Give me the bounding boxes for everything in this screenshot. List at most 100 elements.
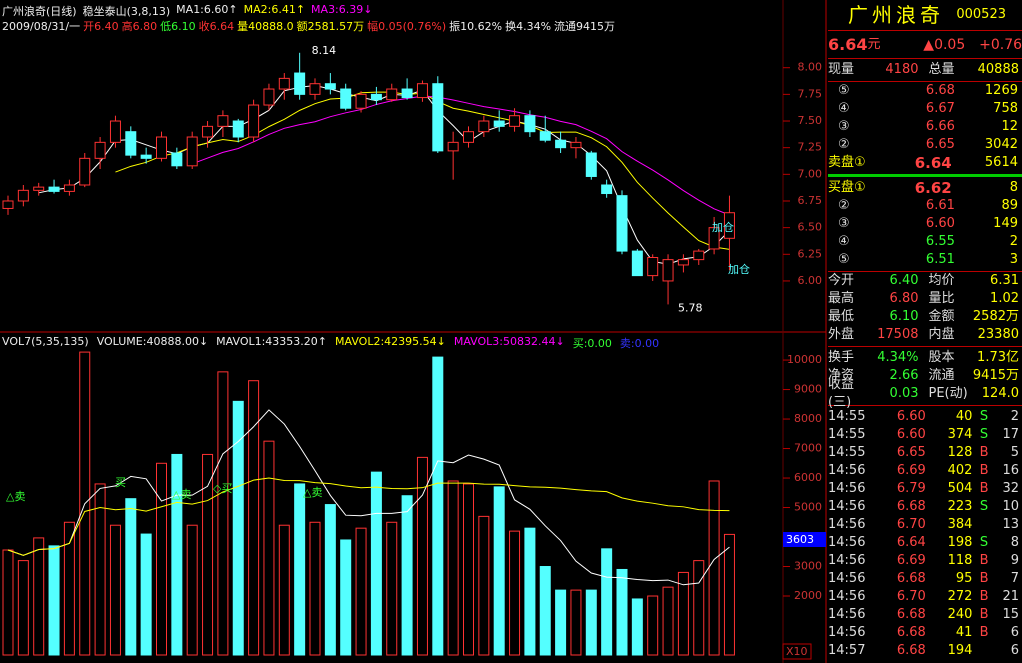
stat-row: 现量 4180 总量 40888 xyxy=(828,59,1022,82)
cell: ③ xyxy=(838,119,850,134)
candle-body xyxy=(186,136,198,167)
bar-info-item: 收6.64 xyxy=(198,20,235,33)
cell: 8 xyxy=(1009,180,1018,195)
trade-row: 14:55 6.60 40 S 2 xyxy=(828,408,1022,426)
y-tick-label: 8.00 xyxy=(798,61,823,74)
annotation: 加仓 xyxy=(728,262,750,276)
ma-label: MA1:6.60↑ xyxy=(176,3,238,16)
unit-box xyxy=(782,643,812,660)
candle-body xyxy=(370,93,382,101)
cell: 6.70 xyxy=(896,589,926,604)
cell: 272 xyxy=(947,589,973,604)
candle-body xyxy=(493,120,505,127)
candle-body xyxy=(447,141,459,152)
cell: 118 xyxy=(947,553,973,568)
cell: 32 xyxy=(1002,481,1019,496)
unit-label: X10 xyxy=(786,645,808,658)
cell: 124.0 xyxy=(981,386,1019,401)
cell: 流通 xyxy=(928,368,955,383)
cell: PE(动) xyxy=(928,386,968,401)
cell: 23380 xyxy=(977,327,1019,342)
y-tick-label: 3000 xyxy=(794,560,822,573)
change: ▲0.05 xyxy=(923,36,966,53)
trade-row: 14:57 6.68 194 6 xyxy=(828,642,1022,660)
cell: 10 xyxy=(1002,499,1019,514)
trade-row: 14:55 6.60 374 S 17 xyxy=(828,426,1022,444)
cell: 6 xyxy=(1010,643,1019,658)
cell: 5614 xyxy=(984,155,1018,170)
volume-bar xyxy=(539,566,551,656)
order-row: ② 6.65 3042 xyxy=(828,136,1022,154)
cell: 14:56 xyxy=(828,499,866,514)
signal-label: ◇买 xyxy=(213,482,232,495)
y-tick-label: 6000 xyxy=(794,471,822,484)
candle-body xyxy=(263,88,275,106)
price: 6.64 xyxy=(828,34,868,54)
bar-info-item: 低6.10 xyxy=(160,20,196,33)
candle-body xyxy=(324,83,336,90)
cell: 6.64 xyxy=(896,535,926,550)
ma-label: MA3:6.39↓ xyxy=(311,3,373,16)
cell: S xyxy=(979,499,989,514)
volume-bar xyxy=(278,524,290,656)
volume-bar xyxy=(370,471,382,656)
cell: B xyxy=(979,607,989,622)
separator xyxy=(828,346,1022,347)
candle-body xyxy=(585,152,597,177)
y-tick-label: 6.50 xyxy=(798,221,823,234)
volume-bar xyxy=(662,586,674,656)
cell: 6.68 xyxy=(896,643,926,658)
cell: 6.40 xyxy=(889,273,919,288)
volume-bar xyxy=(524,527,536,656)
ma-line xyxy=(7,409,730,586)
y-tick-label: 5000 xyxy=(794,501,822,514)
volume-bar xyxy=(17,560,29,656)
cell: 14:57 xyxy=(828,643,866,658)
bar-info-item: 换4.34% xyxy=(505,20,552,33)
cell: 总量 xyxy=(928,62,955,77)
cell: 2582万 xyxy=(972,309,1019,324)
candle-body xyxy=(140,154,152,159)
cell: 14:56 xyxy=(828,607,866,622)
separator xyxy=(828,174,1022,177)
trade-row: 14:56 6.68 41 B 6 xyxy=(828,624,1022,642)
volume-bar xyxy=(248,380,260,656)
candle-body xyxy=(79,157,91,186)
cell: 6.80 xyxy=(889,291,919,306)
volume-info: VOL7(5,35,135) VOLUME:40888.00↓ MAVOL1:433… xyxy=(2,335,659,351)
price-info: 广州浪奇(日线) 稳坐泰山(3,8,13) MA1:6.60↑ MA2:6.41… xyxy=(2,3,372,19)
unit: 元 xyxy=(867,36,881,52)
cell: 14:55 xyxy=(828,445,866,460)
volume-bar xyxy=(723,533,735,656)
cell: 194 xyxy=(947,643,973,658)
candle-body xyxy=(278,77,290,90)
volume-bar xyxy=(355,527,367,656)
vol-info-item: VOLUME:40888.00↓ xyxy=(96,335,209,348)
cell: 17 xyxy=(1002,427,1019,442)
volume-bar xyxy=(447,480,459,656)
volume-bar xyxy=(232,400,244,656)
volume-bar xyxy=(432,356,444,656)
volume-bar xyxy=(493,486,505,656)
candle-body xyxy=(647,256,659,277)
cell: 149 xyxy=(993,216,1018,231)
volume-bar xyxy=(48,545,60,656)
cell: 量比 xyxy=(928,291,955,306)
cell: 223 xyxy=(947,499,973,514)
cell: 6.68 xyxy=(896,625,926,640)
candle-body xyxy=(33,186,45,191)
candle-body xyxy=(248,104,260,138)
order-row: ⑤ 6.51 3 xyxy=(828,251,1022,269)
volume-bar xyxy=(463,483,474,656)
y-tick-label: 7000 xyxy=(794,442,822,455)
cell: 内盘 xyxy=(928,327,955,342)
candle-body xyxy=(723,212,735,239)
cell: 最高 xyxy=(828,291,855,306)
trade-row: 14:56 6.70 272 B 21 xyxy=(828,588,1022,606)
candle-body xyxy=(340,88,352,109)
order-row: 卖盘① 6.64 5614 xyxy=(828,154,1022,172)
cell: 89 xyxy=(1001,198,1018,213)
cell: 1.02 xyxy=(990,291,1019,306)
bar-info-item: 额2581.57万 xyxy=(296,20,365,33)
